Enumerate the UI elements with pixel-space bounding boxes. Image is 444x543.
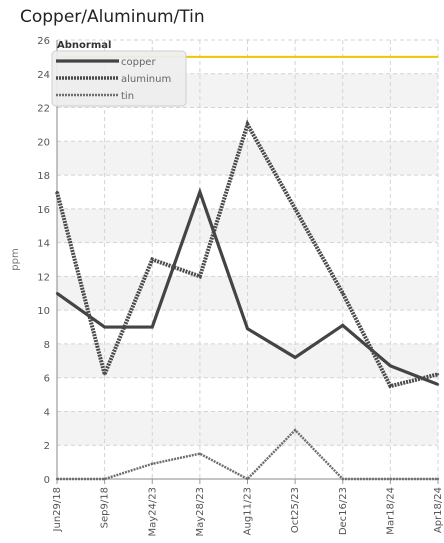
data-point-aluminum bbox=[103, 373, 106, 376]
y-tick-label: 6 bbox=[44, 374, 50, 385]
chart-title: Copper/Aluminum/Tin bbox=[20, 7, 205, 27]
y-tick-label: 8 bbox=[44, 340, 50, 351]
data-point-copper bbox=[293, 356, 297, 359]
legend-label-tin: tin bbox=[121, 91, 134, 102]
data-point-copper bbox=[151, 325, 154, 329]
legend-box bbox=[51, 50, 187, 107]
y-tick-label: 18 bbox=[37, 171, 50, 182]
data-point-aluminum bbox=[246, 123, 249, 126]
data-point-tin bbox=[293, 428, 297, 432]
x-tick-label: Dec16/23 bbox=[338, 487, 349, 535]
legend-threshold-label: Abnormal bbox=[57, 40, 111, 51]
x-tick-label: Aug11/23 bbox=[243, 487, 254, 535]
x-tick-label: Oct25/23 bbox=[290, 487, 301, 533]
data-point-tin bbox=[436, 477, 440, 481]
data-point-aluminum bbox=[151, 258, 154, 261]
data-point-tin bbox=[198, 452, 202, 455]
y-tick-label: 14 bbox=[37, 239, 50, 250]
data-point-aluminum bbox=[293, 207, 297, 211]
y-tick-label: 22 bbox=[37, 104, 50, 115]
data-point-copper bbox=[55, 292, 59, 295]
y-tick-label: 26 bbox=[37, 36, 50, 47]
data-point-tin bbox=[103, 477, 106, 481]
data-point-copper bbox=[103, 325, 106, 329]
data-point-copper bbox=[198, 190, 202, 194]
data-point-tin bbox=[55, 477, 59, 481]
y-tick-label: 24 bbox=[37, 70, 50, 81]
data-point-aluminum bbox=[436, 373, 440, 376]
x-tick-label: Apr18/24 bbox=[433, 487, 444, 533]
x-tick-label: Sep9/18 bbox=[100, 487, 111, 528]
data-point-aluminum bbox=[389, 384, 392, 388]
legend-label-copper: copper bbox=[121, 57, 156, 68]
data-point-aluminum bbox=[341, 292, 344, 295]
y-tick-label: 4 bbox=[44, 407, 50, 418]
data-point-tin bbox=[151, 462, 154, 466]
data-point-tin bbox=[246, 477, 249, 481]
y-tick-label: 2 bbox=[44, 441, 50, 452]
y-tick-label: 12 bbox=[37, 272, 50, 283]
series-line-tin bbox=[57, 428, 438, 481]
data-point-tin bbox=[341, 477, 344, 481]
data-point-copper bbox=[389, 364, 392, 368]
data-point-copper bbox=[436, 383, 440, 386]
x-tick-label: Mar18/24 bbox=[385, 487, 396, 535]
y-axis-label: ppm bbox=[10, 248, 21, 270]
data-point-aluminum bbox=[198, 275, 202, 278]
x-tick-label: Jun29/18 bbox=[52, 487, 63, 532]
y-tick-label: 16 bbox=[37, 205, 50, 216]
legend-label-aluminum: aluminum bbox=[121, 74, 171, 85]
data-point-aluminum bbox=[55, 190, 59, 194]
x-tick-label: May28/23 bbox=[195, 487, 206, 537]
y-tick-label: 0 bbox=[44, 475, 50, 486]
y-tick-label: 20 bbox=[37, 137, 50, 148]
y-tick-label: 10 bbox=[37, 306, 50, 317]
data-point-copper bbox=[246, 327, 249, 330]
x-tick-label: May24/23 bbox=[147, 487, 158, 537]
data-point-copper bbox=[341, 324, 344, 327]
data-point-tin bbox=[389, 477, 392, 481]
